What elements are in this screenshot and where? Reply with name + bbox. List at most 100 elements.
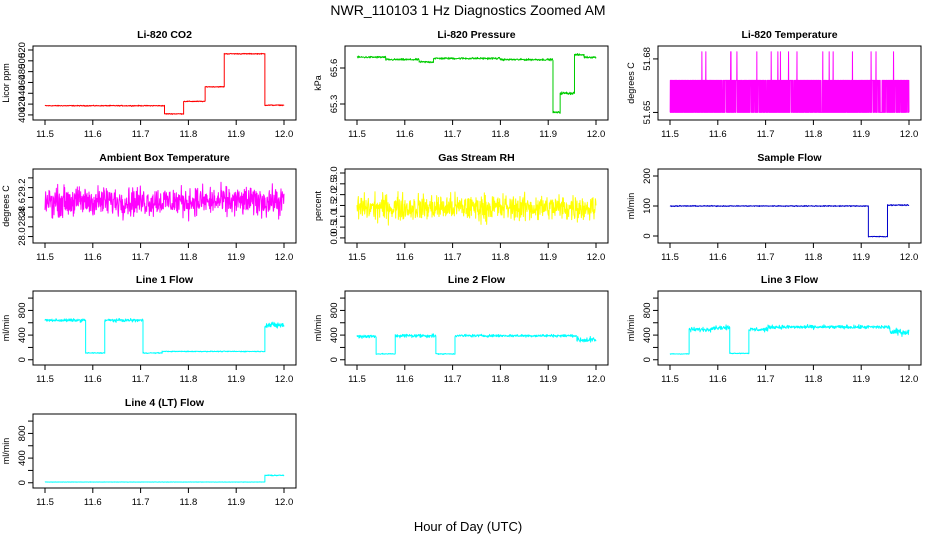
panel-line-1-flow: Line 1 Flow ml/min 11.5 11.6 11.7 11.8 11.9 12.…	[1, 274, 297, 385]
y-axis-label: ml/min	[626, 315, 636, 342]
y-tick-label: 1.5	[329, 199, 340, 212]
x-tick-label: 11.5	[348, 374, 366, 385]
panel-line-3-flow: Line 3 Flow ml/min 11.5 11.6 11.7 11.8 11.9 12.…	[626, 274, 922, 385]
y-tick-label: 800	[17, 302, 28, 318]
y-tick-label: 3.0	[329, 166, 340, 179]
panel-ambient-box-temperature: Ambient Box Temperature degrees C 11.5 11.6…	[1, 152, 297, 263]
y-tick-label: 65.6	[329, 59, 340, 78]
series-line	[669, 204, 910, 238]
x-tick-label: 11.5	[661, 252, 679, 263]
x-tick-label: 11.9	[227, 129, 245, 140]
x-tick-label: 11.9	[539, 374, 557, 385]
panel-line-4-lt-flow: Line 4 (LT) Flow ml/min 11.5 11.6 11.7 11.8 11…	[1, 397, 297, 508]
panel-title: Li-820 CO2	[137, 29, 192, 41]
y-tick-label: 420	[17, 96, 28, 112]
x-tick-label: 11.5	[661, 374, 679, 385]
panel-title: Line 3 Flow	[761, 274, 819, 286]
x-tick-label: 11.5	[348, 129, 366, 140]
panel-title: Sample Flow	[757, 152, 822, 164]
plot-frame	[32, 413, 297, 489]
x-tick-label: 11.6	[709, 374, 727, 385]
y-tick-label: 2.0	[329, 188, 340, 201]
x-tick-label: 11.5	[36, 252, 54, 263]
x-tick-label: 11.7	[757, 252, 775, 263]
x-tick-label: 11.8	[180, 374, 198, 385]
y-axis-label: ml/min	[626, 193, 636, 220]
series-line	[356, 53, 597, 114]
y-tick-label: 1.0	[329, 210, 340, 223]
x-tick-label: 11.7	[132, 252, 150, 263]
x-tick-label: 12.0	[587, 374, 606, 385]
y-tick-label: 0	[642, 233, 653, 238]
x-tick-label: 11.8	[492, 129, 510, 140]
x-tick-label: 11.9	[852, 252, 870, 263]
x-tick-label: 11.6	[84, 497, 102, 508]
x-tick-label: 12.0	[587, 252, 606, 263]
x-tick-label: 11.6	[84, 129, 102, 140]
plot-frame	[32, 168, 297, 244]
panel-grid: Li-820 CO2 Licor ppm 11.5 11.6 11.7 11.8 11.9 1…	[1, 29, 922, 508]
x-tick-label: 11.7	[132, 129, 150, 140]
x-tick-label: 11.8	[180, 129, 198, 140]
panel-li-820-pressure: Li-820 Pressure kPa 11.5 11.6 11.7 11.8 11.9 12…	[313, 29, 609, 140]
x-tick-label: 11.8	[180, 252, 198, 263]
x-tick-label: 11.6	[396, 374, 414, 385]
y-tick-label: 2.5	[329, 177, 340, 190]
x-tick-label: 11.5	[36, 497, 54, 508]
plot-frame	[657, 290, 922, 366]
y-tick-label: 400	[17, 327, 28, 343]
x-tick-label: 11.6	[396, 252, 414, 263]
x-tick-label: 11.9	[539, 129, 557, 140]
y-tick-label: 520	[17, 42, 28, 58]
x-tick-label: 11.8	[805, 374, 823, 385]
panel-li-820-temperature: Li-820 Temperature degrees C 11.5 11.6 11.7 1…	[626, 29, 922, 140]
y-tick-label: 200	[642, 168, 653, 184]
x-tick-label: 11.9	[227, 497, 245, 508]
x-tick-label: 12.0	[587, 129, 606, 140]
x-tick-label: 11.8	[492, 252, 510, 263]
x-tick-label: 11.7	[444, 129, 462, 140]
y-tick-label: 28.4	[17, 208, 28, 227]
y-tick-label: 65.3	[329, 95, 340, 114]
panel-gas-stream-rh: Gas Stream RH percent 11.5 11.6 11.7 11.8 11.9…	[313, 152, 609, 263]
y-tick-label: 0.0	[329, 231, 340, 244]
x-tick-label: 11.6	[84, 252, 102, 263]
x-tick-label: 11.5	[661, 129, 679, 140]
y-tick-label: 460	[17, 75, 28, 91]
x-tick-label: 11.6	[396, 129, 414, 140]
x-tick-label: 11.9	[227, 374, 245, 385]
series-line	[44, 181, 285, 222]
x-tick-label: 11.7	[132, 497, 150, 508]
y-tick-label: 51.65	[642, 101, 653, 125]
panel-title: Line 4 (LT) Flow	[125, 397, 205, 409]
y-tick-label: 0	[17, 480, 28, 485]
x-tick-label: 12.0	[900, 252, 919, 263]
series-line	[44, 474, 285, 483]
panel-title: Li-820 Pressure	[437, 29, 515, 41]
y-tick-label: 800	[17, 425, 28, 441]
panel-line-2-flow: Line 2 Flow ml/min 11.5 11.6 11.7 11.8 11.9 12.…	[313, 274, 609, 385]
series-line	[44, 317, 285, 355]
x-tick-label: 11.6	[709, 252, 727, 263]
plot-frame	[344, 168, 609, 244]
y-tick-label: 400	[642, 327, 653, 343]
x-tick-label: 11.7	[757, 129, 775, 140]
panel-title: Line 1 Flow	[136, 274, 194, 286]
x-tick-label: 12.0	[275, 497, 294, 508]
y-axis-label: degrees C	[626, 62, 636, 104]
x-tick-label: 12.0	[900, 374, 919, 385]
x-tick-label: 11.7	[444, 374, 462, 385]
x-tick-label: 12.0	[275, 374, 294, 385]
panel-title: Gas Stream RH	[438, 152, 514, 164]
x-tick-label: 11.6	[84, 374, 102, 385]
x-tick-label: 11.7	[132, 374, 150, 385]
y-tick-label: 51.68	[642, 47, 653, 71]
y-axis-label: ml/min	[313, 315, 323, 342]
y-axis-label: ml/min	[1, 315, 11, 342]
y-axis-label: Licor ppm	[1, 63, 11, 103]
y-axis-label: percent	[313, 190, 323, 221]
series-line	[356, 191, 597, 226]
plot-frame	[344, 290, 609, 366]
x-tick-label: 11.8	[492, 374, 510, 385]
